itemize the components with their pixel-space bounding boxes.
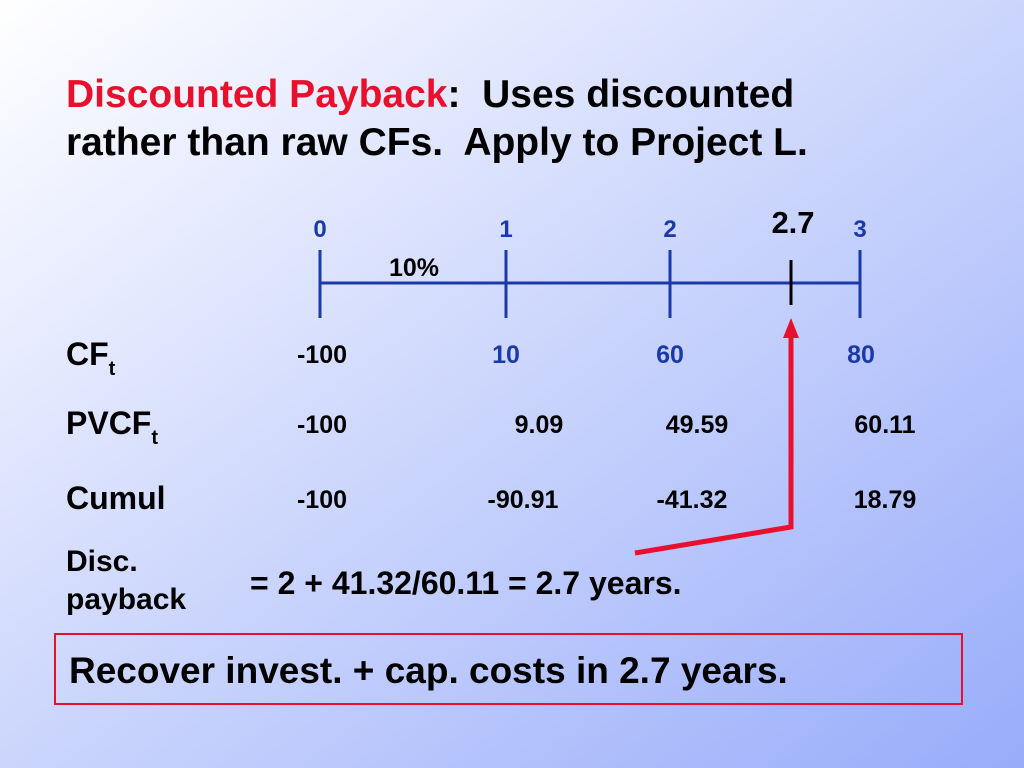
conclusion: Recover invest. + cap. costs in 2.7 year…	[69, 650, 788, 691]
timeline	[318, 250, 862, 318]
period-label: 3	[853, 216, 866, 243]
cell: 10	[492, 341, 520, 369]
conclusion-box	[54, 633, 963, 705]
rate-label: 10%	[389, 254, 439, 282]
cell: -100	[297, 486, 347, 514]
row-label-text: PVCF	[66, 405, 151, 441]
cell: 60	[656, 341, 684, 369]
period-label: 0	[313, 216, 326, 243]
title-line2: rather than raw CFs. Apply to Project L.	[66, 121, 808, 164]
cell: -100	[297, 341, 347, 369]
arrow-head	[783, 318, 799, 338]
period-label: 1	[499, 216, 512, 243]
title-rest: : Uses discounted	[447, 73, 794, 116]
cell: 80	[847, 341, 875, 369]
cell: 9.09	[515, 411, 564, 439]
cell: -41.32	[657, 486, 728, 514]
cell: -90.91	[488, 486, 559, 514]
period-label: 2	[663, 216, 676, 243]
row-label-text: CF	[66, 336, 109, 372]
payback-arrow	[634, 334, 794, 556]
cell: 60.11	[854, 411, 915, 439]
title-line1: Discounted Payback: Uses discounted	[66, 73, 794, 116]
row-label: CFt	[66, 336, 116, 380]
cell: 49.59	[666, 411, 729, 439]
payback-label: Disc.	[66, 545, 138, 578]
title-highlight: Discounted Payback	[66, 73, 448, 116]
payback-marker: 2.7	[771, 205, 814, 240]
cell: 18.79	[854, 486, 917, 514]
row-label: PVCFt	[66, 405, 158, 449]
payback-label: payback	[66, 583, 186, 616]
row-label: Cumul	[66, 480, 166, 516]
cell: -100	[297, 411, 347, 439]
row-label-subscript: t	[151, 427, 158, 449]
row-label-subscript: t	[109, 358, 116, 380]
payback-formula: = 2 + 41.32/60.11 = 2.7 years.	[250, 565, 682, 601]
